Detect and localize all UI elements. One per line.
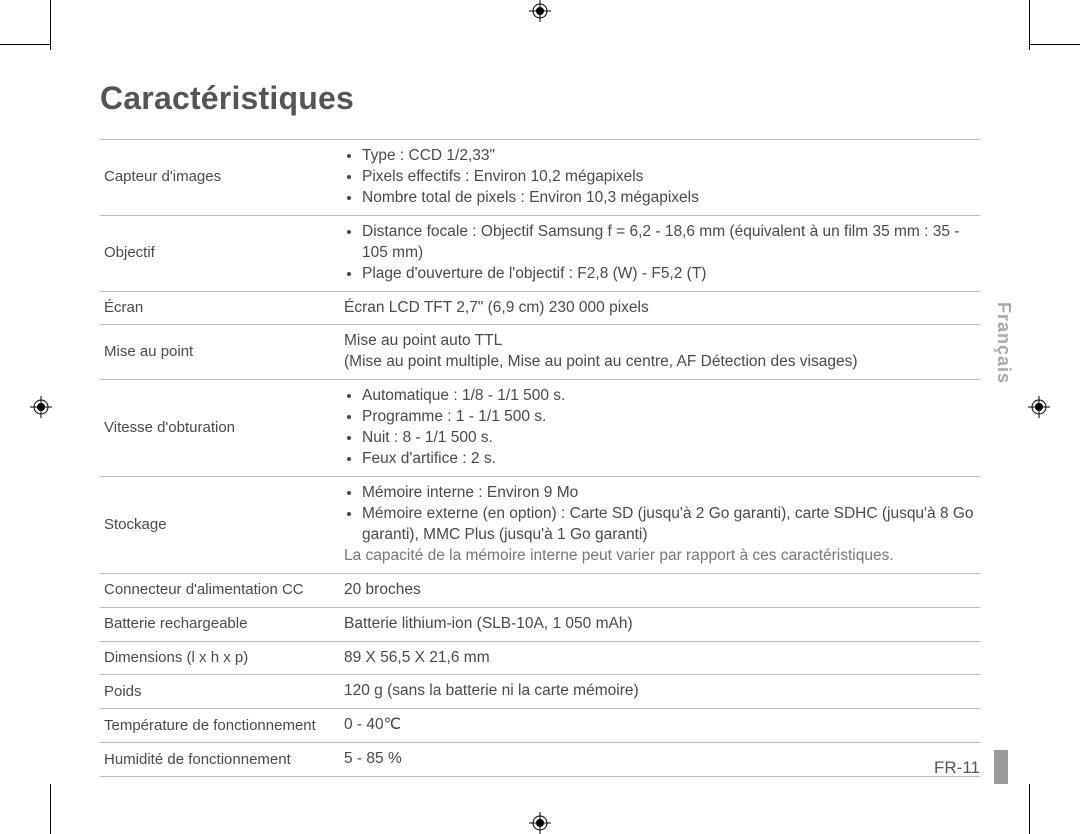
spec-value: 89 X 56,5 X 21,6 mm	[340, 641, 980, 675]
spec-value: 0 - 40℃	[340, 709, 980, 743]
table-row: Dimensions (l x h x p)89 X 56,5 X 21,6 m…	[100, 641, 980, 675]
page-title: Caractéristiques	[100, 80, 980, 117]
spec-value-line: Mise au point auto TTL	[344, 331, 976, 352]
table-row: StockageMémoire interne : Environ 9 MoMé…	[100, 476, 980, 573]
spec-value-item: Mémoire externe (en option) : Carte SD (…	[362, 504, 976, 546]
spec-label: Connecteur d'alimentation CC	[100, 573, 340, 607]
table-row: Humidité de fonctionnement5 - 85 %	[100, 743, 980, 777]
spec-value-line: (Mise au point multiple, Mise au point a…	[344, 352, 976, 373]
spec-label: Humidité de fonctionnement	[100, 743, 340, 777]
spec-value: Écran LCD TFT 2,7" (6,9 cm) 230 000 pixe…	[340, 291, 980, 325]
spec-value: Batterie lithium-ion (SLB-10A, 1 050 mAh…	[340, 607, 980, 641]
registration-mark-icon	[529, 0, 551, 22]
table-row: Capteur d'imagesType : CCD 1/2,33"Pixels…	[100, 140, 980, 216]
language-side-tab: Français	[993, 302, 1014, 384]
registration-mark-icon	[30, 396, 52, 418]
spec-value-item: Pixels effectifs : Environ 10,2 mégapixe…	[362, 167, 976, 188]
spec-value-item: Nuit : 8 - 1/1 500 s.	[362, 428, 976, 449]
registration-mark-icon	[1028, 396, 1050, 418]
spec-label: Stockage	[100, 476, 340, 573]
spec-label: Vitesse d'obturation	[100, 380, 340, 477]
spec-value: 20 broches	[340, 573, 980, 607]
spec-value: Distance focale : Objectif Samsung f = 6…	[340, 215, 980, 291]
table-row: Mise au pointMise au point auto TTL(Mise…	[100, 325, 980, 380]
crop-mark	[1030, 44, 1080, 45]
crop-mark	[50, 0, 51, 50]
spec-label: Objectif	[100, 215, 340, 291]
spec-value-item: Mémoire interne : Environ 9 Mo	[362, 483, 976, 504]
specifications-table: Capteur d'imagesType : CCD 1/2,33"Pixels…	[100, 139, 980, 777]
spec-value-item: Distance focale : Objectif Samsung f = 6…	[362, 222, 976, 264]
spec-value: Mémoire interne : Environ 9 MoMémoire ex…	[340, 476, 980, 573]
crop-mark	[1029, 784, 1030, 834]
spec-label: Batterie rechargeable	[100, 607, 340, 641]
table-row: Température de fonctionnement0 - 40℃	[100, 709, 980, 743]
crop-mark	[0, 44, 50, 45]
spec-value-item: Programme : 1 - 1/1 500 s.	[362, 407, 976, 428]
table-row: ÉcranÉcran LCD TFT 2,7" (6,9 cm) 230 000…	[100, 291, 980, 325]
spec-value-item: Plage d'ouverture de l'objectif : F2,8 (…	[362, 264, 976, 285]
spec-value: 120 g (sans la batterie ni la carte mémo…	[340, 675, 980, 709]
spec-value: Type : CCD 1/2,33"Pixels effectifs : Env…	[340, 140, 980, 216]
spec-label: Écran	[100, 291, 340, 325]
spec-label: Dimensions (l x h x p)	[100, 641, 340, 675]
spec-value-item: Feux d'artifice : 2 s.	[362, 449, 976, 470]
table-row: Batterie rechargeableBatterie lithium-io…	[100, 607, 980, 641]
spec-label: Capteur d'images	[100, 140, 340, 216]
spec-value: 5 - 85 %	[340, 743, 980, 777]
thumb-index-tab	[994, 750, 1008, 784]
table-row: Connecteur d'alimentation CC20 broches	[100, 573, 980, 607]
table-row: Vitesse d'obturationAutomatique : 1/8 - …	[100, 380, 980, 477]
page-content: Caractéristiques Capteur d'imagesType : …	[100, 80, 980, 777]
spec-value-item: Type : CCD 1/2,33"	[362, 146, 976, 167]
crop-mark	[50, 784, 51, 834]
spec-value-item: Automatique : 1/8 - 1/1 500 s.	[362, 386, 976, 407]
table-row: Objectif Distance focale : Objectif Samsu…	[100, 215, 980, 291]
spec-value-item: Nombre total de pixels : Environ 10,3 mé…	[362, 188, 976, 209]
table-row: Poids120 g (sans la batterie ni la carte…	[100, 675, 980, 709]
spec-value: Automatique : 1/8 - 1/1 500 s.Programme …	[340, 380, 980, 477]
crop-mark	[1029, 0, 1030, 50]
spec-value: Mise au point auto TTL(Mise au point mul…	[340, 325, 980, 380]
spec-label: Température de fonctionnement	[100, 709, 340, 743]
spec-label: Poids	[100, 675, 340, 709]
registration-mark-icon	[529, 812, 551, 834]
spec-label: Mise au point	[100, 325, 340, 380]
spec-note: La capacité de la mémoire interne peut v…	[344, 546, 976, 567]
